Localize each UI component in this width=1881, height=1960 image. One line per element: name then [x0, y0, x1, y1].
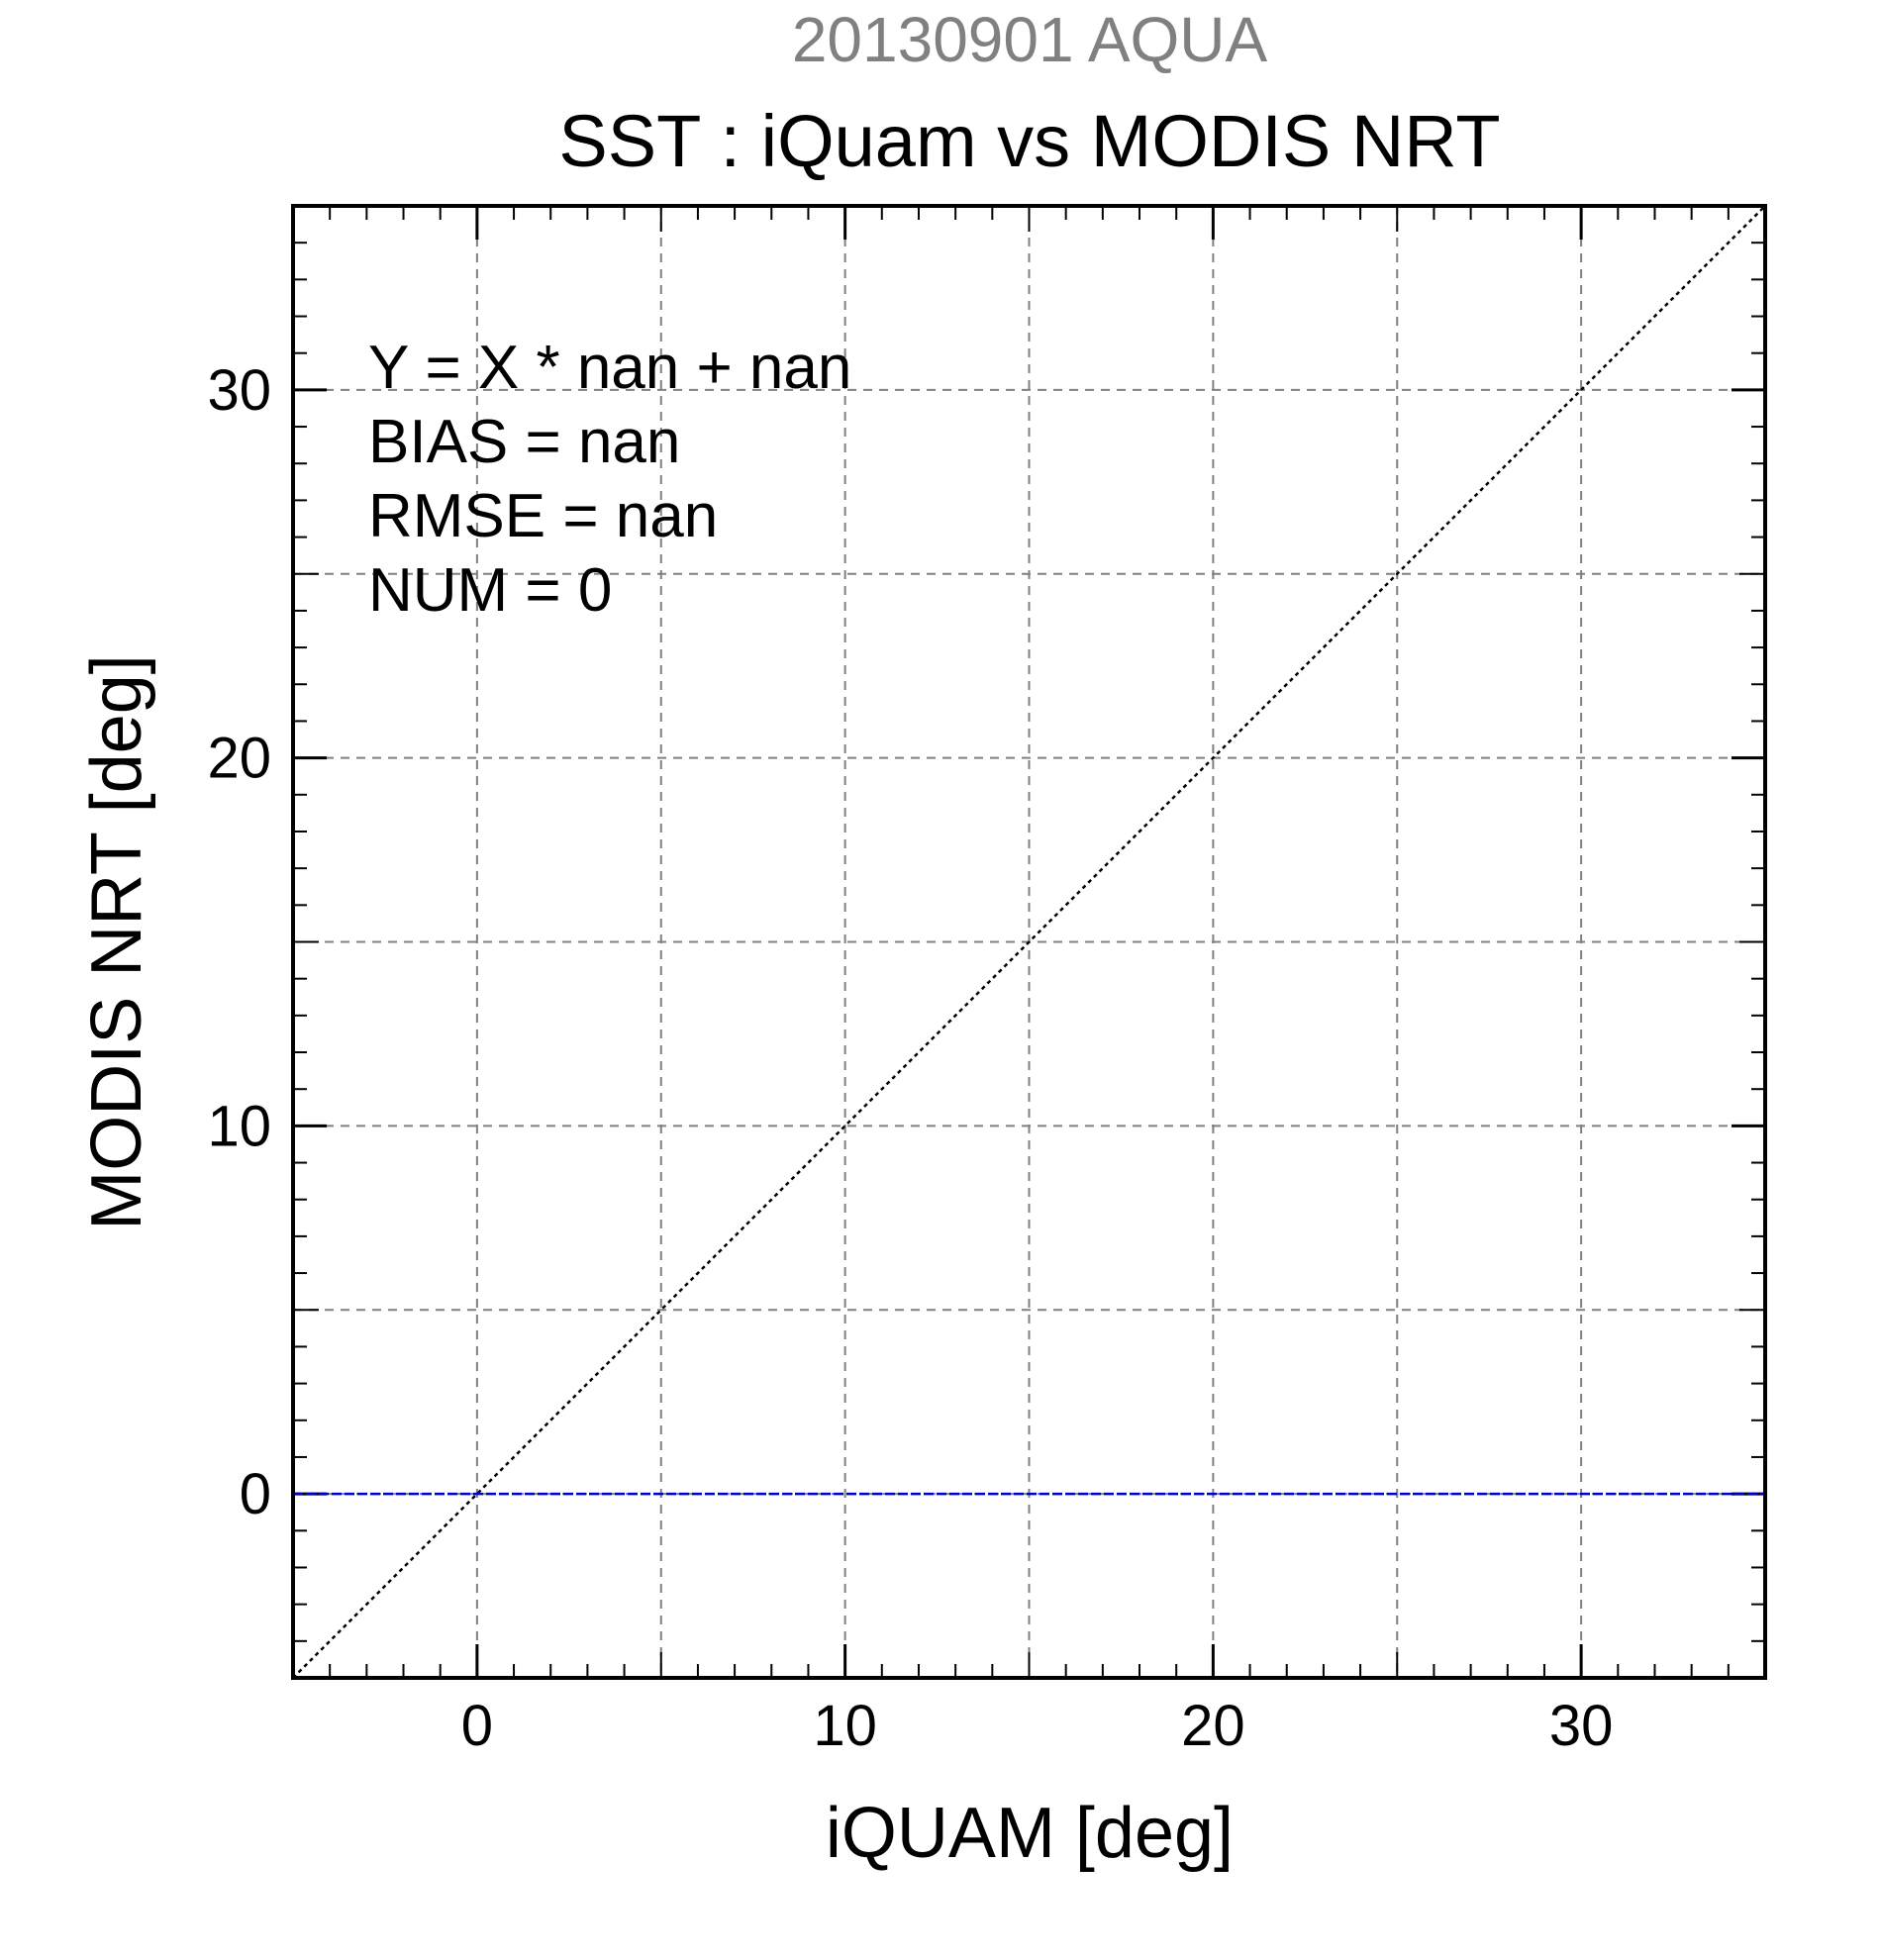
- grid-lines: [293, 206, 1765, 1678]
- date-title: 20130901 AQUA: [792, 4, 1268, 75]
- stats-line: NUM = 0: [368, 556, 612, 625]
- x-axis-label: iQUAM [deg]: [826, 1794, 1234, 1873]
- x-tick-label: 0: [461, 1694, 493, 1758]
- y-tick-label: 10: [207, 1094, 271, 1158]
- major-ticks: [293, 206, 1765, 1678]
- plot-lines: [292, 205, 1766, 1679]
- y-tick-label: 20: [207, 727, 271, 791]
- y-axis-label: MODIS NRT [deg]: [77, 654, 156, 1230]
- y-tick-label: 30: [207, 358, 271, 423]
- x-tick-label: 30: [1549, 1694, 1614, 1758]
- stats-line: Y = X * nan + nan: [368, 334, 851, 402]
- x-tick-labels: 0 10 20 30: [461, 1694, 1614, 1758]
- stats-line: RMSE = nan: [368, 482, 718, 550]
- y-tick-label: 0: [240, 1462, 271, 1526]
- y-tick-labels: 0 10 20 30: [207, 358, 271, 1526]
- plot-frame: [291, 204, 1767, 1680]
- identity-line: [292, 205, 1766, 1679]
- x-tick-label: 20: [1181, 1694, 1245, 1758]
- x-tick-label: 10: [813, 1694, 877, 1758]
- stats-line: BIAS = nan: [368, 408, 680, 476]
- chart-title: SST : iQuam vs MODIS NRT: [558, 100, 1500, 182]
